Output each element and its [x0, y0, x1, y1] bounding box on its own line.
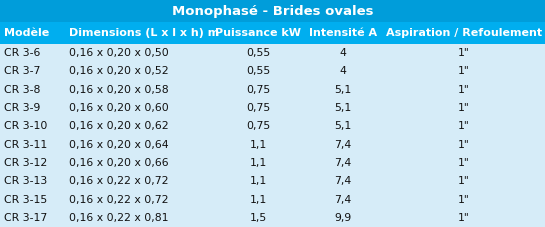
Text: 1": 1" — [458, 121, 470, 131]
Text: 5,1: 5,1 — [335, 85, 352, 95]
Text: CR 3-8: CR 3-8 — [4, 85, 40, 95]
Text: CR 3-12: CR 3-12 — [4, 158, 47, 168]
Text: CR 3-11: CR 3-11 — [4, 140, 47, 150]
Text: 1,1: 1,1 — [250, 195, 267, 205]
Bar — [0, 81, 545, 99]
Text: CR 3-9: CR 3-9 — [4, 103, 40, 113]
Bar — [0, 136, 545, 154]
Text: 1": 1" — [458, 48, 470, 58]
Text: Dimensions (L x l x h) m: Dimensions (L x l x h) m — [69, 28, 219, 38]
Text: 0,16 x 0,20 x 0,62: 0,16 x 0,20 x 0,62 — [69, 121, 168, 131]
Text: 0,16 x 0,20 x 0,64: 0,16 x 0,20 x 0,64 — [69, 140, 168, 150]
Text: 0,16 x 0,20 x 0,66: 0,16 x 0,20 x 0,66 — [69, 158, 168, 168]
Text: 0,75: 0,75 — [246, 121, 270, 131]
Text: 4: 4 — [340, 67, 347, 76]
Bar — [0, 190, 545, 209]
Text: 0,16 x 0,20 x 0,60: 0,16 x 0,20 x 0,60 — [69, 103, 169, 113]
Text: 1": 1" — [458, 140, 470, 150]
Text: 1,1: 1,1 — [250, 176, 267, 186]
Text: Puissance kW: Puissance kW — [215, 28, 301, 38]
Bar — [0, 99, 545, 117]
Text: 5,1: 5,1 — [335, 121, 352, 131]
Text: Intensité A: Intensité A — [309, 28, 377, 38]
Bar — [0, 44, 545, 62]
Text: 1": 1" — [458, 158, 470, 168]
Text: 1": 1" — [458, 176, 470, 186]
Text: 0,16 x 0,22 x 0,81: 0,16 x 0,22 x 0,81 — [69, 213, 168, 223]
Text: 0,16 x 0,20 x 0,50: 0,16 x 0,20 x 0,50 — [69, 48, 169, 58]
Bar — [0, 0, 545, 22]
Text: 1": 1" — [458, 195, 470, 205]
Text: 9,9: 9,9 — [335, 213, 352, 223]
Text: 4: 4 — [340, 48, 347, 58]
Text: 1,5: 1,5 — [250, 213, 267, 223]
Text: CR 3-17: CR 3-17 — [4, 213, 47, 223]
Text: 0,55: 0,55 — [246, 48, 270, 58]
Text: 1,1: 1,1 — [250, 158, 267, 168]
Bar — [0, 209, 545, 227]
Text: 7,4: 7,4 — [335, 140, 352, 150]
Text: 0,16 x 0,20 x 0,58: 0,16 x 0,20 x 0,58 — [69, 85, 168, 95]
Bar — [0, 154, 545, 172]
Text: 0,16 x 0,20 x 0,52: 0,16 x 0,20 x 0,52 — [69, 67, 168, 76]
Text: 1": 1" — [458, 85, 470, 95]
Text: Modèle: Modèle — [4, 28, 49, 38]
Text: 0,75: 0,75 — [246, 103, 270, 113]
Text: 0,55: 0,55 — [246, 67, 270, 76]
Text: CR 3-10: CR 3-10 — [4, 121, 47, 131]
Bar — [0, 117, 545, 136]
Text: 1": 1" — [458, 213, 470, 223]
Bar — [0, 22, 545, 44]
Text: CR 3-13: CR 3-13 — [4, 176, 47, 186]
Text: CR 3-6: CR 3-6 — [4, 48, 40, 58]
Text: 1,1: 1,1 — [250, 140, 267, 150]
Text: 5,1: 5,1 — [335, 103, 352, 113]
Text: 1": 1" — [458, 67, 470, 76]
Text: 7,4: 7,4 — [335, 176, 352, 186]
Text: 0,16 x 0,22 x 0,72: 0,16 x 0,22 x 0,72 — [69, 176, 168, 186]
Text: 1": 1" — [458, 103, 470, 113]
Text: 7,4: 7,4 — [335, 195, 352, 205]
Text: 0,16 x 0,22 x 0,72: 0,16 x 0,22 x 0,72 — [69, 195, 168, 205]
Text: 0,75: 0,75 — [246, 85, 270, 95]
Bar — [0, 172, 545, 190]
Text: CR 3-7: CR 3-7 — [4, 67, 40, 76]
Text: CR 3-15: CR 3-15 — [4, 195, 47, 205]
Text: 7,4: 7,4 — [335, 158, 352, 168]
Bar — [0, 62, 545, 81]
Text: Monophasé - Brides ovales: Monophasé - Brides ovales — [172, 5, 373, 17]
Text: Aspiration / Refoulement: Aspiration / Refoulement — [386, 28, 542, 38]
